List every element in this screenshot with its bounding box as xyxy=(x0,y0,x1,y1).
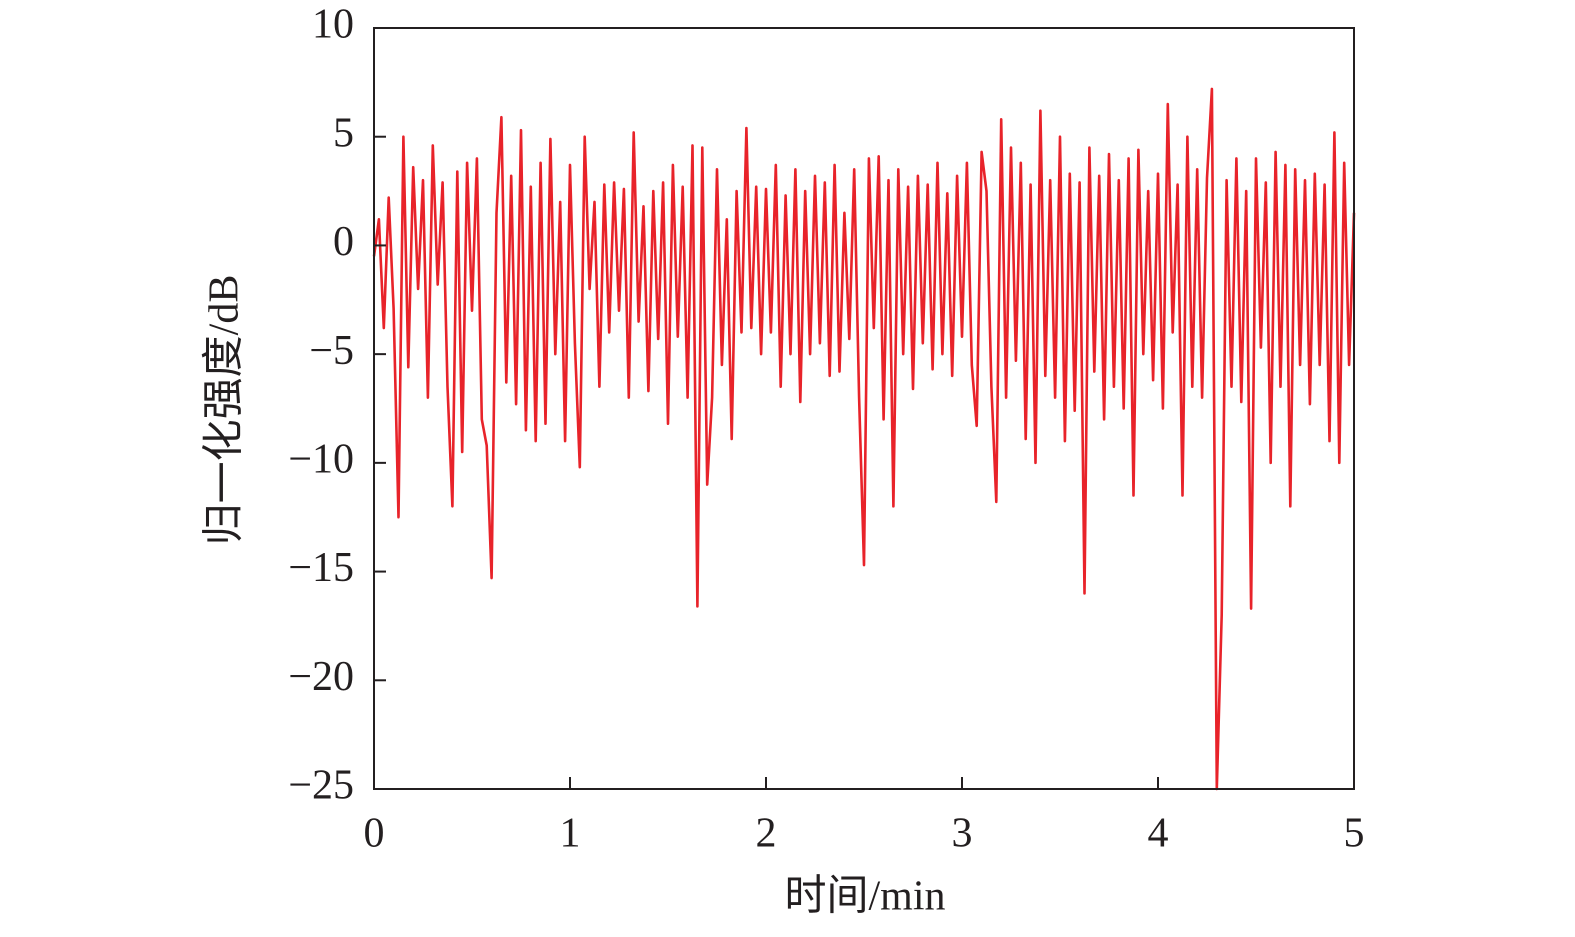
y-tick-label: −15 xyxy=(288,545,354,591)
x-tick-label: 4 xyxy=(1148,811,1169,857)
y-tick-label: −20 xyxy=(288,654,354,700)
y-tick-label: −5 xyxy=(309,328,354,374)
data-line xyxy=(372,87,1356,791)
y-axis-label: 归一化强度/dB xyxy=(202,275,248,546)
x-tick-label: 3 xyxy=(952,811,973,857)
y-tick-label: 10 xyxy=(312,2,354,48)
y-tick-label: 0 xyxy=(333,219,354,265)
y-tick-label: 5 xyxy=(333,110,354,156)
x-tick-label: 5 xyxy=(1344,811,1365,857)
x-tick-label: 0 xyxy=(364,811,385,857)
x-tick-label: 1 xyxy=(560,811,581,857)
y-tick-label: −25 xyxy=(288,763,354,809)
plot-frame xyxy=(373,27,1355,790)
x-axis-label: 时间/min xyxy=(784,874,945,920)
y-tick-label: −10 xyxy=(288,436,354,482)
x-tick-label: 2 xyxy=(756,811,777,857)
